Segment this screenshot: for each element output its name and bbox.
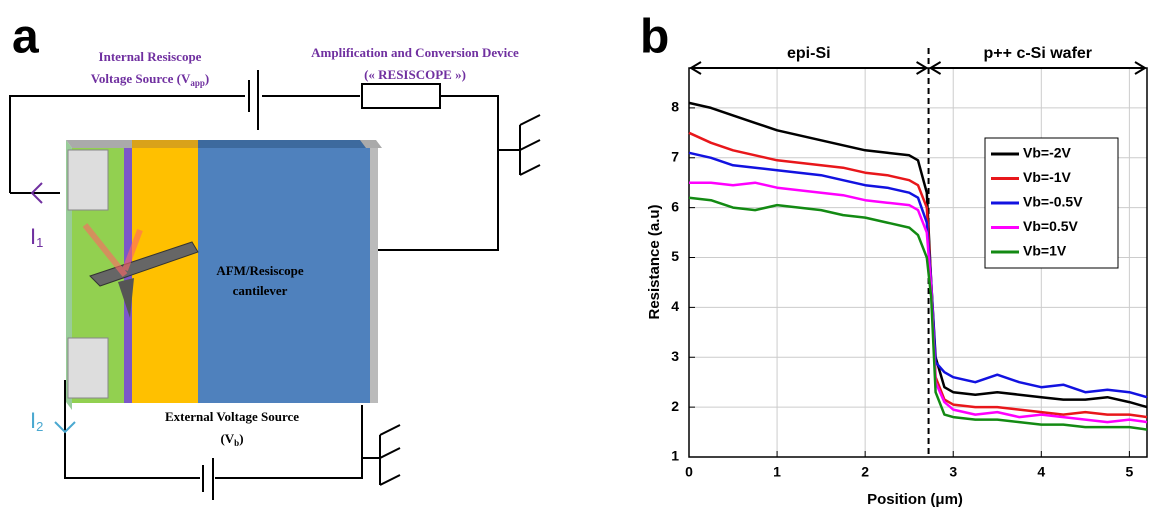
subscript: app — [190, 78, 205, 88]
y-tick-label: 7 — [671, 148, 679, 164]
current-label: I2 — [30, 408, 43, 435]
tip — [118, 278, 134, 318]
x-tick-label: 0 — [685, 464, 693, 480]
clamp — [67, 337, 109, 399]
external-source-label: External Voltage Source — [165, 409, 299, 424]
amplifier-label: (« RESISCOPE ») — [364, 67, 466, 82]
wire — [64, 380, 401, 486]
layer — [198, 148, 370, 403]
legend-label: Vb=0.5V — [1023, 218, 1079, 234]
y-tick-label: 2 — [671, 398, 679, 414]
amplifier-label: Amplification and Conversion Device — [311, 45, 519, 60]
region-label: p++ c-Si wafer — [984, 45, 1093, 62]
source-label: Voltage Source (Vapp) — [91, 71, 210, 88]
legend-label: Vb=-0.5V — [1023, 194, 1083, 210]
resistor — [361, 83, 441, 109]
cantilever — [89, 241, 199, 287]
arrow-head — [928, 61, 1147, 75]
cantilever-label: cantilever — [233, 283, 288, 298]
cantilever-label: AFM/Resiscope — [216, 263, 304, 278]
subscript: 2 — [36, 419, 43, 434]
layer — [132, 148, 198, 403]
ground — [498, 114, 541, 176]
subscript: 1 — [36, 235, 43, 250]
legend-label: Vb=1V — [1023, 243, 1067, 259]
y-tick-label: 4 — [671, 298, 679, 314]
text-part: (V — [220, 431, 234, 446]
x-tick-label: 1 — [773, 464, 781, 480]
external-source-label: (Vb) — [220, 431, 243, 448]
y-tick-label: 5 — [671, 248, 679, 264]
layer-top — [132, 140, 198, 148]
x-tick-label: 3 — [949, 464, 957, 480]
text-part: ) — [205, 71, 209, 86]
laser — [82, 223, 143, 277]
region-label: epi-Si — [787, 45, 831, 62]
text-part: Voltage Source (V — [91, 71, 191, 86]
current-arrow — [30, 182, 43, 204]
clamp — [67, 149, 109, 211]
y-tick-label: 3 — [671, 348, 679, 364]
current-label: I1 — [30, 224, 43, 251]
legend-label: Vb=-2V — [1023, 145, 1072, 161]
current-arrow — [54, 421, 76, 434]
sample-edge — [370, 148, 378, 403]
data-line — [689, 181, 1148, 424]
y-tick-label: 6 — [671, 198, 679, 214]
panel-a: a Internal Resiscope Voltage Source (Vap… — [9, 11, 541, 500]
arrow-head — [689, 61, 929, 75]
text-part: I — [30, 408, 36, 433]
layer-top — [198, 140, 366, 148]
subscript: b — [234, 438, 239, 448]
y-axis-label: Resistance (a.u) — [646, 204, 663, 319]
x-axis-label: Position (μm) — [867, 491, 963, 508]
x-tick-label: 2 — [861, 464, 869, 480]
y-tick-label: 1 — [671, 448, 679, 464]
x-tick-label: 4 — [1037, 464, 1045, 480]
text-part: I — [30, 224, 36, 249]
x-tick-label: 5 — [1125, 464, 1133, 480]
text-part: ) — [239, 431, 243, 446]
legend-label: Vb=-1V — [1023, 169, 1072, 185]
panel-label: b — [640, 11, 669, 64]
y-tick-label: 8 — [671, 99, 679, 115]
source-label: Internal Resiscope — [99, 49, 202, 64]
data-line — [688, 196, 1148, 431]
panel-label: a — [12, 11, 39, 64]
